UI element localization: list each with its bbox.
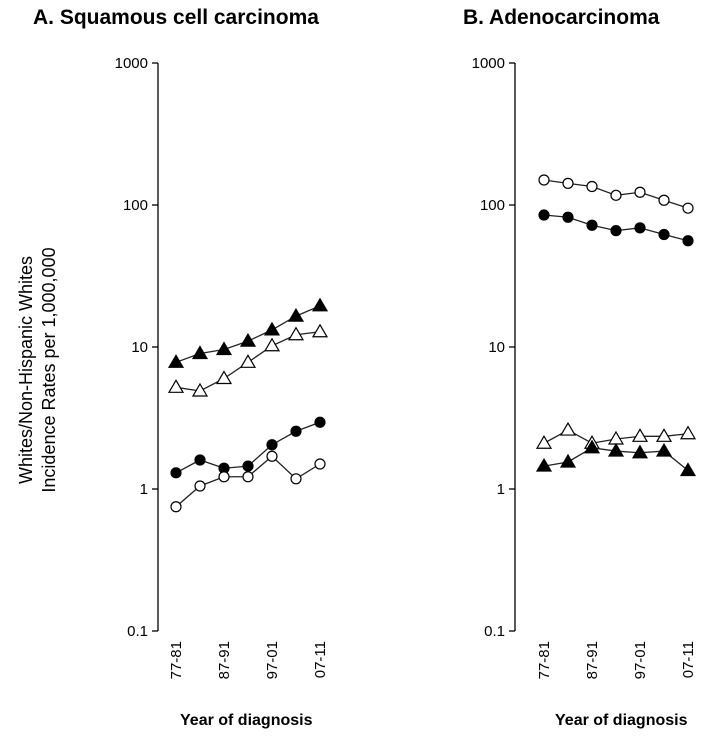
panel-b-title: B. Adenocarcinoma: [463, 6, 660, 29]
panel-b-x-axis-label: Year of diagnosis: [555, 712, 688, 729]
panel-b-series-2-point: [679, 425, 697, 440]
y-axis-label-line2: Incidence Rates per 1,000,000: [39, 247, 59, 492]
panel-a-series-0-point: [287, 307, 305, 322]
panel-a-series-0-point: [215, 341, 233, 356]
panel-b-series-1-point: [562, 211, 574, 223]
panel-b-y-tick-label: 100: [480, 197, 505, 214]
panel-a-y-tick-label: 1: [140, 481, 148, 498]
panel-a-x-tick-label: 07-11: [312, 641, 329, 678]
panel-b-y-tick-label: 0.1: [484, 623, 505, 640]
panel-b-series-1-point: [586, 219, 598, 231]
panel-a-series-3-point: [242, 471, 254, 483]
panel-b-series-1-point: [634, 222, 646, 234]
panel-b-series-3-point: [559, 453, 577, 468]
panel-b-y-tick-label: 1000: [472, 55, 505, 72]
panel-a-x-tick-label: 87-91: [216, 641, 233, 679]
panel-b-series-1-point: [538, 209, 550, 221]
panel-a-series-0-point: [311, 297, 329, 312]
panel-a-series-1-point: [311, 323, 329, 338]
panel-a-series-1-point: [191, 382, 209, 397]
panel-b-series-3-point: [679, 462, 697, 477]
panel-b-series-0-point: [658, 194, 670, 206]
panel-a-series-2-point: [170, 467, 182, 479]
panel-b-series-0-point: [538, 174, 550, 186]
panel-b-series-1-point: [682, 235, 694, 247]
panel-a-series-2-point: [242, 460, 254, 472]
panel-b-series-2-point: [559, 421, 577, 436]
panel-a-series-0-point: [263, 321, 281, 336]
panel-a-series-0-point: [167, 354, 185, 368]
panel-b-x-tick-label: 87-91: [584, 641, 601, 679]
panel-a-series-2-point: [290, 425, 302, 437]
panel-b-y-tick-label: 10: [488, 339, 505, 356]
panel-a-series-3-point: [314, 458, 326, 470]
panel-b-series-3-point: [631, 444, 649, 459]
panel-a-series-0-point: [239, 332, 257, 347]
panel-a-series-2-point: [194, 454, 206, 466]
panel-a-x-tick-label: 77-81: [168, 641, 185, 679]
panel-b-x-tick-label: 77-81: [536, 641, 553, 679]
panel-b-series-0-point: [586, 180, 598, 193]
panel-b-y-tick-label: 1: [497, 481, 505, 498]
panel-a-series-1-point: [215, 370, 233, 385]
panel-a-series-1-point: [287, 326, 305, 341]
panel-b-series-3-point: [583, 439, 601, 454]
panel-b-series-2-point: [631, 428, 649, 442]
panel-a-y-tick-label: 100: [123, 197, 148, 214]
panel-a-series-0-point: [191, 345, 209, 360]
panel-b-series-0-point: [610, 189, 622, 201]
panel-b-x-tick-label: 07-11: [680, 641, 697, 678]
panel-a-y-tick-label: 1000: [115, 55, 148, 72]
panel-a-title: A. Squamous cell carcinoma: [33, 6, 319, 29]
panel-b-series-3-point: [535, 457, 553, 472]
panel-b-series-0-point: [634, 186, 646, 198]
panel-a-series-1-point: [239, 354, 257, 368]
y-axis-label-line1: Whites/Non-Hispanic Whites: [16, 256, 36, 484]
panel-a-series-1-point: [263, 337, 281, 352]
panel-b-series-0-point: [682, 202, 694, 214]
panel-a-y-tick-label: 0.1: [127, 623, 148, 640]
panel-a-y-tick-label: 10: [131, 339, 148, 356]
panel-a-series-1-point: [167, 379, 185, 393]
panel-b-series-3-point: [655, 442, 673, 457]
panel-a-series-3-point: [170, 501, 182, 513]
panel-b-series-3-point: [607, 442, 625, 457]
panel-a-series-3-point: [290, 473, 302, 485]
panel-a-series-3-point: [218, 471, 230, 483]
panel-b-series-1-point: [658, 228, 670, 241]
y-axis-label: Whites/Non-Hispanic Whites Incidence Rat…: [8, 175, 64, 565]
panel-b-series-2-point: [655, 428, 673, 442]
panel-b-series-2-point: [535, 435, 553, 449]
panel-a-x-axis-label: Year of diagnosis: [180, 712, 313, 729]
panel-a-series-3-point: [266, 450, 278, 462]
panel-b-x-tick-label: 97-01: [632, 641, 649, 679]
panel-b-series-1-point: [610, 225, 622, 237]
panel-a-x-tick-label: 97-01: [264, 641, 281, 679]
panel-a-series-2-point: [314, 416, 326, 428]
panel-b-series-0-point: [562, 177, 574, 189]
panel-a-series-3-point: [194, 480, 206, 492]
panel-a-series-2-point: [266, 439, 278, 451]
